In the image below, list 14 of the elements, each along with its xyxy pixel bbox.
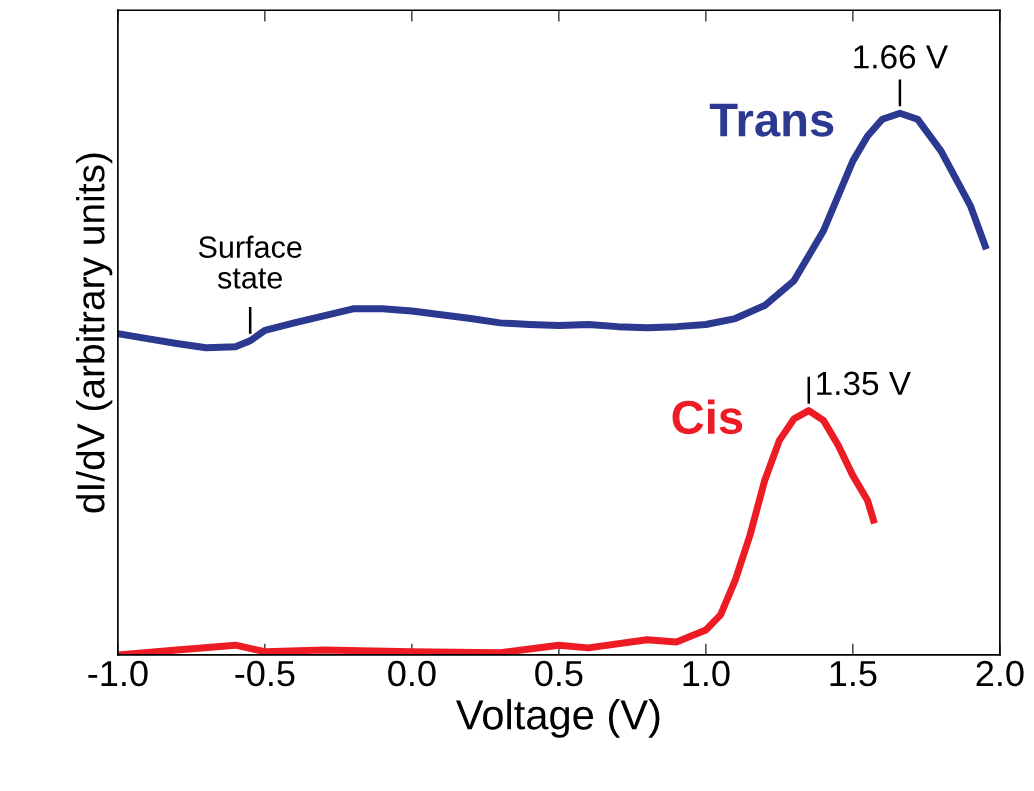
y-axis-title: dI/dV (arbitrary units) [76,153,113,513]
annotation: 1.35 V [817,371,911,396]
annotation: Surface state [198,235,302,289]
x-tick-label: 0.0 [388,660,436,687]
x-tick-label: 2.0 [976,660,1024,687]
x-tick-label: 1.5 [830,661,877,687]
x-tick-label: 0.5 [535,660,583,687]
series-label: Trans [709,103,834,137]
x-axis-title: Voltage (V) [455,699,660,738]
x-tick-label: 1.0 [683,660,730,687]
x-tick-label: -1.0 [88,660,148,687]
annotation: 1.66 V [854,45,948,69]
x-tick-label: -0.5 [235,660,295,687]
series-label: Cis [672,399,743,435]
